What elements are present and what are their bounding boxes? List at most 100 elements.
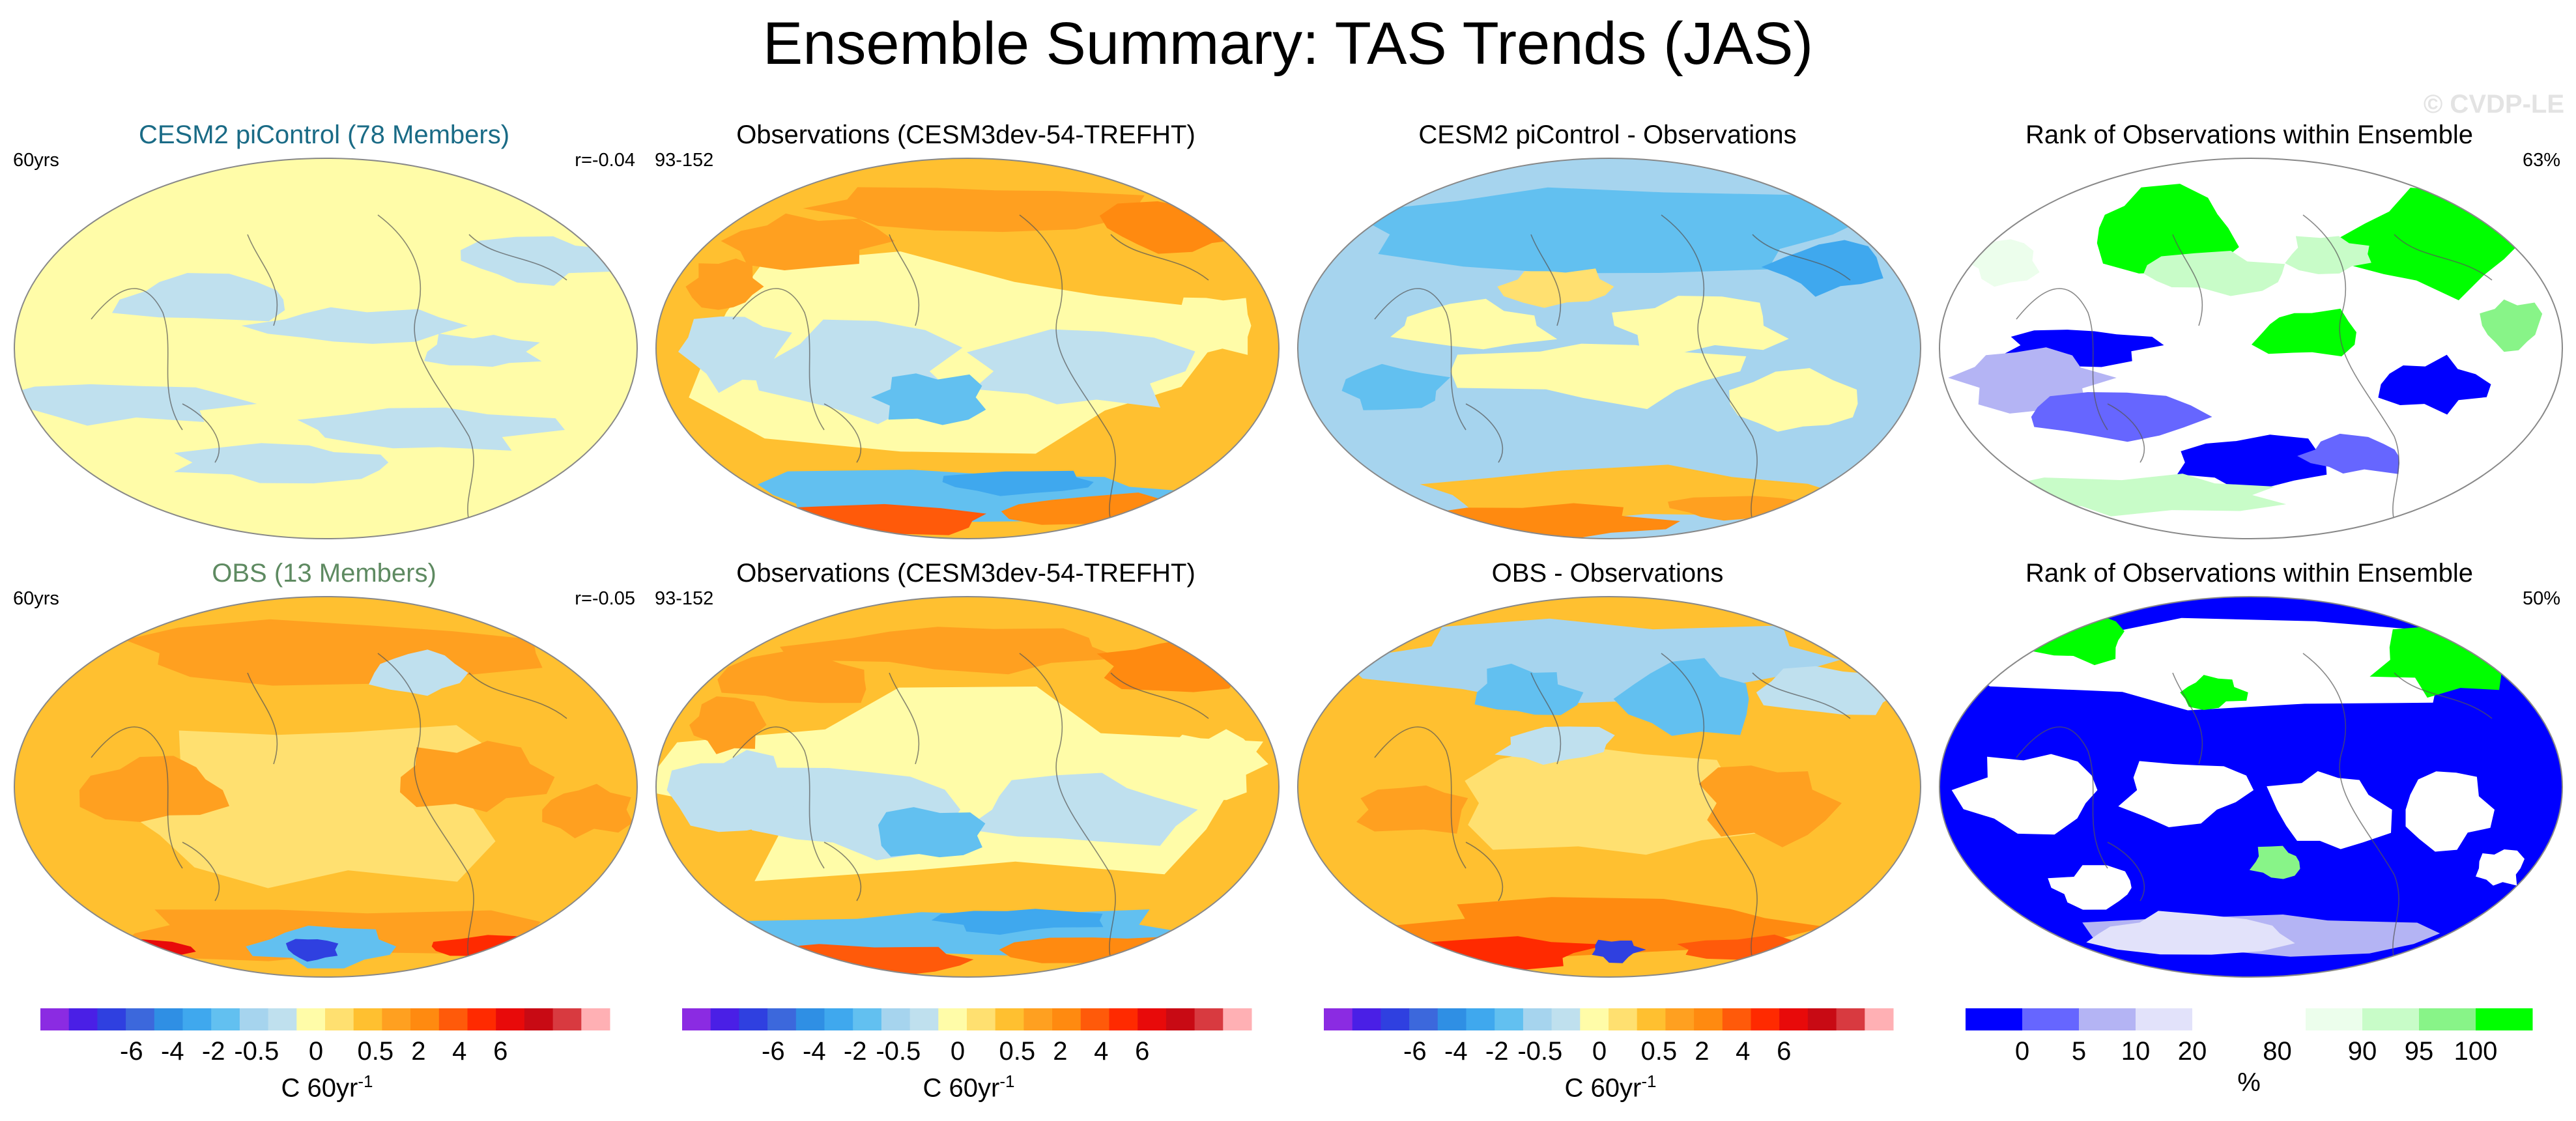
map-panel: Rank of Observations within Ensemble 63% xyxy=(1932,119,2567,575)
coastline xyxy=(2016,288,2108,431)
coastline xyxy=(247,672,278,765)
coastline xyxy=(468,234,567,281)
colorbar-tick-label: -4 xyxy=(802,1037,826,1066)
field-region xyxy=(803,187,1145,233)
colorbar-swatch xyxy=(1637,1008,1666,1030)
robinson-map xyxy=(655,596,1280,978)
colorbar-swatch xyxy=(1836,1008,1865,1030)
colorbar-unit-exponent: -1 xyxy=(999,1071,1015,1091)
field-region xyxy=(1612,296,1789,354)
colorbar-tick-label: -0.5 xyxy=(876,1037,921,1066)
colorbar-swatch xyxy=(1409,1008,1438,1030)
field-region xyxy=(1390,298,1558,350)
field-region xyxy=(2252,308,2356,357)
field-region xyxy=(424,333,542,367)
colorbar-tick-label: 6 xyxy=(1777,1037,1792,1066)
field-region xyxy=(1465,744,1784,855)
field-region xyxy=(942,470,1094,496)
coastline xyxy=(1110,234,1209,281)
colorbar-tick-label: 10 xyxy=(2121,1037,2151,1066)
coastline xyxy=(2107,842,2145,901)
stat-label: 50% xyxy=(2522,588,2560,609)
colorbar-tick-label: 6 xyxy=(1135,1037,1150,1066)
coastline xyxy=(889,672,920,765)
period-label: 93-152 xyxy=(655,150,714,171)
map-outline xyxy=(1939,158,2563,539)
colorbar-swatch xyxy=(682,1008,711,1030)
colorbar-tick-label: 0 xyxy=(1592,1037,1607,1066)
field-region xyxy=(2180,675,2248,710)
colorbar-tick-label: 0 xyxy=(2014,1037,2030,1066)
colorbar-tick-label: 4 xyxy=(1094,1037,1109,1066)
coastline xyxy=(1752,234,1851,281)
coastline xyxy=(1110,672,1209,719)
map-panel: OBS - Observations xyxy=(1290,557,1925,1013)
colorbar-swatch xyxy=(710,1008,739,1030)
colorbar-swatch xyxy=(2136,1008,2193,1030)
watermark: © CVDP-LE xyxy=(2423,90,2564,119)
coastline xyxy=(1374,726,1467,869)
colorbar-swatch xyxy=(1779,1008,1809,1030)
colorbar-swatches xyxy=(1324,1008,1894,1030)
field-region xyxy=(369,649,468,696)
colorbar-unit-text: C 60yr xyxy=(1564,1073,1642,1103)
colorbar-swatch xyxy=(967,1008,996,1030)
stat-label: r=-0.04 xyxy=(575,150,635,171)
colorbar-swatch xyxy=(68,1008,98,1030)
colorbar-tick-label: 0.5 xyxy=(999,1037,1036,1066)
map-panel: OBS (13 Members) 60yrs r=-0.05 xyxy=(7,557,642,1013)
field-region xyxy=(1096,638,1262,692)
page-title: Ensemble Summary: TAS Trends (JAS) xyxy=(762,10,1814,77)
field-region xyxy=(1592,939,1646,963)
panel-title: Observations (CESM3dev-54-TREFHT) xyxy=(736,559,1195,588)
colorbar-tick-label: 4 xyxy=(452,1037,467,1066)
coastline xyxy=(823,842,862,901)
colorbar-unit: % xyxy=(2237,1068,2261,1097)
field-region xyxy=(14,384,257,426)
colorbar-swatch xyxy=(296,1008,326,1030)
field-region xyxy=(1356,785,1468,834)
panel-title: Observations (CESM3dev-54-TREFHT) xyxy=(736,121,1195,149)
colorbar-tick-label: 0 xyxy=(308,1037,324,1066)
field-region xyxy=(2267,771,2392,849)
field-region xyxy=(542,784,633,838)
field-region xyxy=(461,236,627,286)
colorbar-swatches xyxy=(40,1008,610,1030)
coastline xyxy=(2016,726,2108,869)
colorbar-swatch xyxy=(1138,1008,1167,1030)
colorbar-swatch xyxy=(1865,1008,1894,1030)
colorbar-swatch xyxy=(881,1008,911,1030)
map-outline xyxy=(1297,158,1921,539)
coastline xyxy=(2394,672,2493,719)
coastline xyxy=(2172,234,2203,326)
colorbar-swatch xyxy=(353,1008,382,1030)
colorbar-tick-label: -2 xyxy=(201,1037,225,1066)
colorbar-swatch xyxy=(795,1008,825,1030)
field-region xyxy=(1729,368,1858,432)
colorbar-tick-label: -2 xyxy=(1485,1037,1509,1066)
colorbar-swatch xyxy=(1080,1008,1109,1030)
coastline xyxy=(2302,653,2399,960)
panel-title: Rank of Observations within Ensemble xyxy=(2025,121,2473,149)
colorbar-swatch xyxy=(1523,1008,1553,1030)
field-region xyxy=(678,316,792,393)
map-panel: Observations (CESM3dev-54-TREFHT) 93-152 xyxy=(648,557,1283,1013)
panel-title: CESM2 piControl (78 Members) xyxy=(138,121,510,149)
robinson-map xyxy=(1939,596,2563,978)
coastline xyxy=(247,234,278,326)
colorbar-unit: C 60yr-1 xyxy=(923,1067,1015,1102)
robinson-map xyxy=(1297,158,1921,539)
colorbar-swatch xyxy=(739,1008,768,1030)
coastline xyxy=(1465,842,1504,901)
colorbar-swatch xyxy=(1609,1008,1638,1030)
panel-title: Rank of Observations within Ensemble xyxy=(2025,559,2473,588)
colorbar-unit: C 60yr-1 xyxy=(281,1067,373,1102)
colorbar-unit-text: C 60yr xyxy=(923,1073,1000,1103)
colorbar-swatch xyxy=(1694,1008,1723,1030)
field-region xyxy=(2369,622,2528,698)
colorbar-swatch xyxy=(1223,1008,1252,1030)
colorbar-tick-label: 5 xyxy=(2071,1037,2087,1066)
coastline xyxy=(2107,403,2145,463)
colorbar-tick-label: -2 xyxy=(843,1037,867,1066)
coastline xyxy=(2302,214,2399,522)
